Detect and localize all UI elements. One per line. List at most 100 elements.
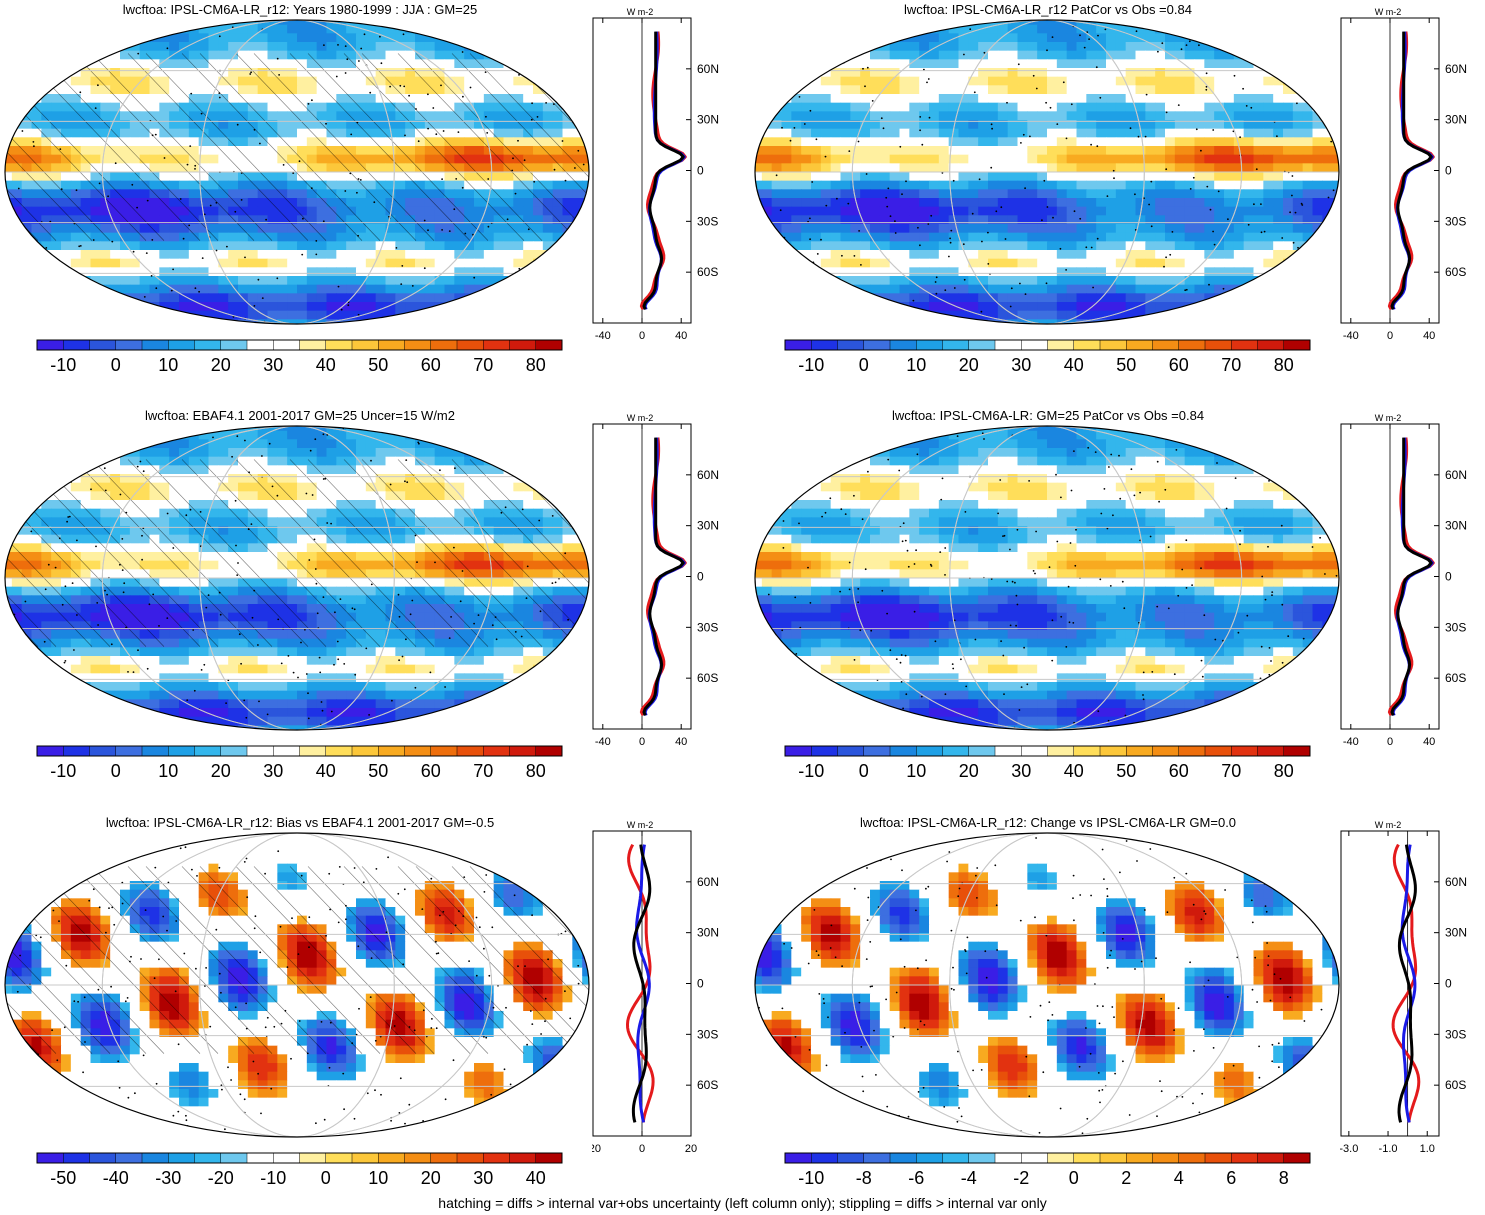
colorbar-label: -10 xyxy=(260,1168,286,1187)
profile-lat-label: 0 xyxy=(697,164,704,178)
colorbar-label: 70 xyxy=(473,355,493,374)
profile-lat-label: 60N xyxy=(697,468,719,482)
profile-x-label: 0 xyxy=(639,330,645,342)
profile-x-label: -3.0 xyxy=(1340,1143,1358,1155)
profile-lat-label: 60N xyxy=(1445,62,1467,76)
profile-line xyxy=(642,31,685,310)
colorbar-label: -10 xyxy=(798,761,824,780)
colorbar-label: 50 xyxy=(368,761,388,780)
colorbar-label: 70 xyxy=(1221,355,1241,374)
profile-line xyxy=(1390,437,1433,716)
colorbar-label: 40 xyxy=(316,761,336,780)
colorbar-label: 40 xyxy=(1064,355,1084,374)
profile-x-label: -40 xyxy=(595,736,611,748)
colorbar: -10-8-6-4-20246810 xyxy=(784,1152,1311,1187)
profile-units: W m-2 xyxy=(1375,820,1402,830)
colorbar-label: 80 xyxy=(526,761,546,780)
colorbar-label: -30 xyxy=(155,1168,181,1187)
colorbar-label: 10 xyxy=(906,761,926,780)
profile-x-label: 0 xyxy=(639,1143,645,1155)
profile-units: W m-2 xyxy=(627,7,654,17)
profile-x-label: 40 xyxy=(675,736,687,748)
colorbar-label: 40 xyxy=(1064,761,1084,780)
colorbar-label: 30 xyxy=(1011,355,1031,374)
colorbar-label: 30 xyxy=(473,1168,493,1187)
profile-lat-label: 0 xyxy=(697,977,704,991)
profile-lat-label: 30N xyxy=(1445,926,1467,940)
map-plot xyxy=(4,425,590,731)
colorbar-label: 80 xyxy=(1274,355,1294,374)
colorbar-label: 40 xyxy=(316,355,336,374)
profile-line xyxy=(1397,844,1417,1123)
colorbar: -100102030405060708090 xyxy=(784,745,1311,780)
colorbar-label: -50 xyxy=(50,1168,76,1187)
profile-units: W m-2 xyxy=(1375,7,1402,17)
profile-units: W m-2 xyxy=(627,413,654,423)
profile-lat-label: 60N xyxy=(697,875,719,889)
colorbar: -100102030405060708090 xyxy=(784,339,1311,374)
profile-x-label: -1.0 xyxy=(1379,1143,1398,1155)
profile-lat-label: 30S xyxy=(1445,214,1466,228)
colorbar-label: -10 xyxy=(50,761,76,780)
colorbar-label: 80 xyxy=(526,355,546,374)
profile-line xyxy=(1390,31,1433,310)
panel-title: lwcftoa: IPSL-CM6A-LR_r12: Bias vs EBAF4… xyxy=(105,815,495,830)
colorbar-label: -10 xyxy=(50,355,76,374)
profile-lat-label: 0 xyxy=(1445,164,1452,178)
colorbar-label: 0 xyxy=(111,355,121,374)
profile-lat-label: 60N xyxy=(1445,875,1467,889)
panel-title: lwcftoa: IPSL-CM6A-LR_r12 PatCor vs Obs … xyxy=(904,2,1192,17)
colorbar-label: 20 xyxy=(211,355,231,374)
zonal-profile: W m-2 60N 30N 0 30S 60S -40 0 40 xyxy=(592,413,719,748)
map-plot xyxy=(4,832,590,1138)
profile-lat-label: 0 xyxy=(1445,977,1452,991)
map-plot xyxy=(4,19,590,325)
colorbar-label: 2 xyxy=(1121,1168,1131,1187)
zonal-profile: W m-2 60N 30N 0 30S 60S -20 0 20 xyxy=(592,820,719,1155)
colorbar-label: 20 xyxy=(211,761,231,780)
colorbar-label: 50 xyxy=(1116,761,1136,780)
colorbar-label: 50 xyxy=(368,355,388,374)
colorbar: -100102030405060708090 xyxy=(36,745,563,780)
profile-x-label: 0 xyxy=(639,736,645,748)
zonal-profile: W m-2 60N 30N 0 30S 60S -3.0 -1.0 1.0 xyxy=(1340,820,1467,1155)
colorbar-label: 10 xyxy=(158,355,178,374)
profile-lat-label: 60N xyxy=(697,62,719,76)
colorbar-label: -10 xyxy=(798,355,824,374)
profile-lat-label: 30N xyxy=(1445,113,1467,127)
colorbar-label: 0 xyxy=(859,355,869,374)
colorbar-label: 30 xyxy=(1011,761,1031,780)
profile-lat-label: 30N xyxy=(1445,519,1467,533)
colorbar-label: -10 xyxy=(798,1168,824,1187)
profile-lat-label: 0 xyxy=(1445,570,1452,584)
panel-title: lwcftoa: EBAF4.1 2001-2017 GM=25 Uncer=1… xyxy=(145,408,455,423)
profile-line xyxy=(1400,844,1417,1123)
colorbar-label: 60 xyxy=(421,355,441,374)
colorbar-label: 6 xyxy=(1226,1168,1236,1187)
colorbar-label: 0 xyxy=(859,761,869,780)
colorbar-label: 20 xyxy=(959,761,979,780)
colorbar-label: -6 xyxy=(908,1168,924,1187)
colorbar-label: 0 xyxy=(111,761,121,780)
colorbar-label: 10 xyxy=(368,1168,388,1187)
colorbar-label: -20 xyxy=(208,1168,234,1187)
colorbar-label: 30 xyxy=(263,761,283,780)
colorbar-label: 60 xyxy=(421,761,441,780)
colorbar-label: 30 xyxy=(263,355,283,374)
profile-lat-label: 60S xyxy=(697,671,718,685)
colorbar-label: -2 xyxy=(1013,1168,1029,1187)
profile-x-label: -40 xyxy=(595,330,611,342)
profile-lat-label: 30S xyxy=(1445,620,1466,634)
profile-lat-label: 60S xyxy=(697,1078,718,1092)
profile-lat-label: 60S xyxy=(1445,1078,1466,1092)
profile-line xyxy=(631,844,652,1123)
map-plot xyxy=(754,425,1340,731)
colorbar-label: 80 xyxy=(1274,761,1294,780)
profile-x-label: 20 xyxy=(685,1143,697,1155)
profile-units: W m-2 xyxy=(627,820,654,830)
profile-x-label: 0 xyxy=(1387,736,1393,748)
profile-lat-label: 30N xyxy=(697,926,719,940)
colorbar-label: -4 xyxy=(961,1168,977,1187)
profile-x-label: -20 xyxy=(592,1143,601,1155)
panel-title: lwcftoa: IPSL-CM6A-LR_r12: Years 1980-19… xyxy=(122,2,478,17)
